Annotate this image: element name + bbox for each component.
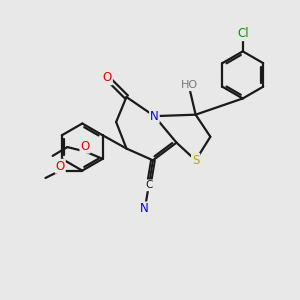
Text: N: N (140, 202, 148, 215)
Text: O: O (80, 140, 90, 153)
Text: N: N (150, 110, 159, 123)
Text: Cl: Cl (237, 27, 249, 40)
Text: C: C (146, 180, 153, 190)
Text: O: O (56, 160, 65, 173)
Text: S: S (192, 154, 199, 167)
Text: O: O (103, 71, 112, 84)
Text: HO: HO (181, 80, 198, 90)
